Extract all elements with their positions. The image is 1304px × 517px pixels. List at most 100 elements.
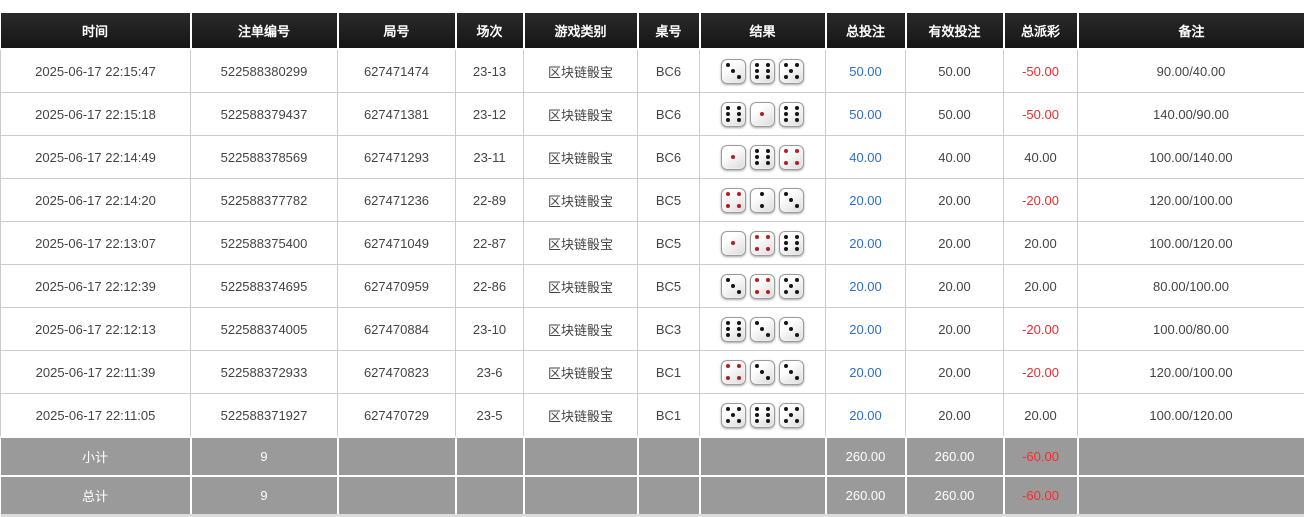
column-header-time: 时间 [1,13,191,49]
dice-icon [750,231,775,256]
cell-round-id: 627471236 [338,179,456,222]
dice-icon [721,274,746,299]
cell-remark: 120.00/100.00 [1078,179,1304,222]
total-bet-link[interactable]: 20.00 [849,193,882,208]
bet-records-table: 时间 注单编号 局号 场次 游戏类别 桌号 结果 总投注 有效投注 总派彩 备注… [0,13,1304,517]
cell-result [700,179,826,222]
dice-icon [721,188,746,213]
cell-time: 2025-06-17 22:11:05 [1,394,191,438]
cell-table-no: BC6 [638,93,700,136]
dice-icon [779,102,804,127]
cell-table-no: BC5 [638,222,700,265]
grand-total-payout: -60.00 [1004,476,1078,516]
grand-total-valid-bet: 260.00 [906,476,1004,516]
cell-valid-bet: 50.00 [906,49,1004,93]
dice-icon [750,102,775,127]
cell-bet-id: 522588372933 [191,351,338,394]
cell-round-id: 627470884 [338,308,456,351]
column-header-bet-id: 注单编号 [191,13,338,49]
grand-total-count: 9 [191,476,338,516]
cell-valid-bet: 50.00 [906,93,1004,136]
cell-bet-id: 522588377782 [191,179,338,222]
cell-session: 22-86 [456,265,524,308]
dice-result [702,360,823,385]
total-bet-link[interactable]: 20.00 [849,279,882,294]
total-bet-link[interactable]: 20.00 [849,408,882,423]
dice-icon [779,274,804,299]
subtotal-empty-cell [524,437,638,476]
subtotal-payout: -60.00 [1004,437,1078,476]
cell-session: 23-5 [456,394,524,438]
cell-bet-id: 522588380299 [191,49,338,93]
cell-remark: 100.00/140.00 [1078,136,1304,179]
total-bet-link[interactable]: 50.00 [849,64,882,79]
cell-payout: -20.00 [1004,179,1078,222]
column-header-payout: 总派彩 [1004,13,1078,49]
dice-result [702,403,823,428]
cell-valid-bet: 20.00 [906,308,1004,351]
cell-payout: 20.00 [1004,265,1078,308]
cell-total-bet: 50.00 [826,93,906,136]
dice-icon [779,188,804,213]
cell-remark: 140.00/90.00 [1078,93,1304,136]
cell-time: 2025-06-17 22:15:18 [1,93,191,136]
cell-time: 2025-06-17 22:13:07 [1,222,191,265]
cell-bet-id: 522588379437 [191,93,338,136]
cell-session: 23-11 [456,136,524,179]
dice-icon [750,274,775,299]
cell-result [700,222,826,265]
cell-result [700,49,826,93]
cell-game-type: 区块链骰宝 [524,222,638,265]
cell-result [700,394,826,438]
cell-valid-bet: 20.00 [906,222,1004,265]
dice-icon [750,188,775,213]
cell-total-bet: 20.00 [826,179,906,222]
dice-icon [750,145,775,170]
cell-total-bet: 50.00 [826,49,906,93]
cell-payout: 20.00 [1004,222,1078,265]
dice-icon [779,403,804,428]
total-bet-link[interactable]: 20.00 [849,322,882,337]
dice-icon [721,317,746,342]
subtotal-empty-cell [638,437,700,476]
dice-result [702,231,823,256]
column-header-remark: 备注 [1078,13,1304,49]
dice-icon [750,403,775,428]
subtotal-valid-bet: 260.00 [906,437,1004,476]
total-bet-link[interactable]: 40.00 [849,150,882,165]
dice-result [702,59,823,84]
cell-total-bet: 20.00 [826,394,906,438]
cell-valid-bet: 20.00 [906,351,1004,394]
total-bet-link[interactable]: 50.00 [849,107,882,122]
dice-result [702,188,823,213]
column-header-game-type: 游戏类别 [524,13,638,49]
cell-round-id: 627471474 [338,49,456,93]
cell-game-type: 区块链骰宝 [524,351,638,394]
subtotal-total-bet: 260.00 [826,437,906,476]
cell-game-type: 区块链骰宝 [524,265,638,308]
cell-game-type: 区块链骰宝 [524,136,638,179]
cell-table-no: BC5 [638,179,700,222]
total-bet-link[interactable]: 20.00 [849,365,882,380]
cell-session: 23-10 [456,308,524,351]
dice-icon [721,59,746,84]
cell-remark: 100.00/120.00 [1078,394,1304,438]
cell-session: 23-13 [456,49,524,93]
cell-bet-id: 522588374695 [191,265,338,308]
column-header-total-bet: 总投注 [826,13,906,49]
grand-total-label: 总计 [1,476,191,516]
cell-bet-id: 522588374005 [191,308,338,351]
cell-game-type: 区块链骰宝 [524,308,638,351]
cell-round-id: 627470823 [338,351,456,394]
total-bet-link[interactable]: 20.00 [849,236,882,251]
cell-total-bet: 40.00 [826,136,906,179]
cell-payout: -50.00 [1004,49,1078,93]
cell-total-bet: 20.00 [826,265,906,308]
cell-valid-bet: 40.00 [906,136,1004,179]
cell-result [700,308,826,351]
cell-time: 2025-06-17 22:14:49 [1,136,191,179]
cell-bet-id: 522588375400 [191,222,338,265]
